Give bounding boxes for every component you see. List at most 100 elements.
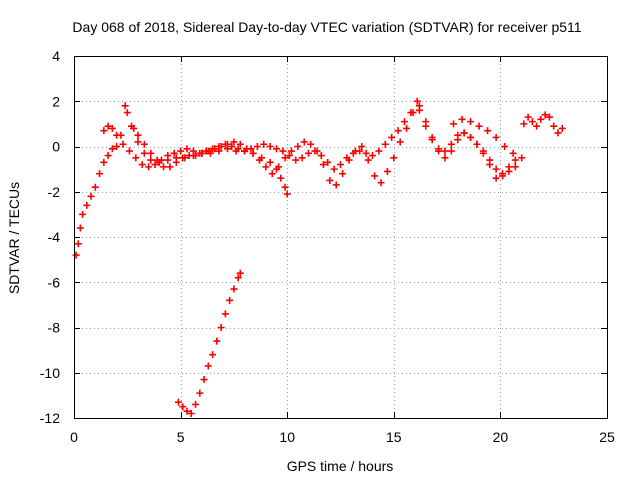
data-point: [281, 154, 289, 162]
data-point: [236, 140, 244, 148]
series-track-g: [174, 269, 244, 417]
data-point: [305, 149, 313, 157]
data-point: [337, 161, 344, 169]
data-point: [298, 154, 306, 162]
plot-frame: [74, 56, 608, 419]
data-point: [324, 158, 332, 166]
data-point: [104, 122, 112, 130]
data-point: [307, 140, 315, 148]
data-point: [198, 149, 206, 157]
data-point: [545, 113, 553, 121]
data-point: [147, 156, 155, 164]
data-point: [147, 149, 155, 157]
data-point: [537, 115, 545, 123]
data-point: [533, 122, 541, 130]
data-point: [499, 170, 507, 178]
data-point: [358, 143, 366, 150]
data-point: [108, 124, 116, 132]
data-point: [473, 140, 481, 148]
data-point: [213, 337, 221, 345]
data-point: [224, 140, 232, 148]
y-tick-label: -10: [40, 365, 60, 381]
data-point: [91, 183, 99, 191]
data-point: [170, 149, 178, 157]
chart-title: Day 068 of 2018, Sidereal Day-to-day VTE…: [72, 19, 581, 35]
data-point: [441, 154, 449, 162]
data-point: [394, 127, 402, 135]
data-point: [330, 165, 338, 173]
data-point: [317, 152, 325, 160]
data-point: [166, 163, 174, 171]
data-point: [217, 324, 225, 331]
data-point: [113, 131, 121, 139]
data-point: [183, 145, 191, 153]
data-point: [390, 154, 398, 162]
data-point: [100, 127, 108, 135]
data-point: [140, 149, 148, 157]
data-point: [362, 149, 370, 157]
data-point: [217, 143, 225, 150]
data-point: [226, 296, 234, 304]
y-tick-label: -2: [48, 184, 61, 200]
data-point: [388, 133, 396, 141]
data-point: [177, 147, 185, 155]
data-point: [100, 158, 108, 166]
data-point: [172, 158, 180, 166]
y-tick-label: 2: [52, 93, 60, 109]
data-point: [283, 190, 291, 198]
data-point: [509, 149, 517, 157]
data-point: [183, 407, 191, 415]
data-point: [179, 403, 187, 411]
data-point: [234, 274, 242, 282]
data-point: [209, 351, 217, 359]
data-point: [253, 143, 261, 150]
data-point: [72, 251, 80, 259]
data-point: [266, 143, 274, 150]
data-point: [174, 398, 182, 406]
y-tick-label: -6: [48, 274, 61, 290]
data-point: [228, 143, 236, 150]
data-point: [332, 181, 340, 189]
data-point: [275, 163, 283, 171]
data-point: [475, 122, 483, 130]
data-point: [196, 389, 204, 397]
x-tick-label: 25: [599, 429, 615, 445]
data-point: [185, 152, 193, 160]
data-point: [285, 152, 293, 160]
x-axis-label: GPS time / hours: [287, 458, 394, 474]
data-point: [249, 149, 257, 157]
data-point: [234, 145, 242, 153]
data-point: [200, 376, 208, 384]
data-point: [119, 140, 127, 148]
x-tick-label: 15: [386, 429, 402, 445]
data-point: [104, 152, 112, 160]
data-point: [558, 124, 566, 132]
data-point: [279, 147, 287, 155]
data-point: [273, 145, 281, 153]
data-point: [339, 170, 347, 178]
data-point: [113, 143, 121, 150]
data-point: [422, 122, 430, 130]
data-point: [511, 163, 519, 171]
data-point: [79, 210, 87, 218]
y-tick-label: 4: [52, 48, 60, 64]
data-point: [479, 147, 487, 155]
data-point: [287, 147, 295, 155]
data-point: [428, 136, 436, 144]
data-point: [153, 156, 161, 164]
data-point: [138, 161, 146, 169]
data-point: [528, 118, 536, 126]
data-point: [375, 147, 383, 155]
data-point: [76, 224, 84, 232]
data-point: [243, 145, 251, 153]
data-point: [87, 192, 95, 200]
data-point: [351, 147, 359, 155]
data-point: [123, 109, 131, 117]
data-point: [377, 179, 385, 187]
grid: [74, 56, 607, 418]
data-point: [409, 109, 417, 117]
data-point: [319, 161, 327, 169]
data-point: [364, 156, 372, 164]
series-track-e: [449, 115, 526, 162]
